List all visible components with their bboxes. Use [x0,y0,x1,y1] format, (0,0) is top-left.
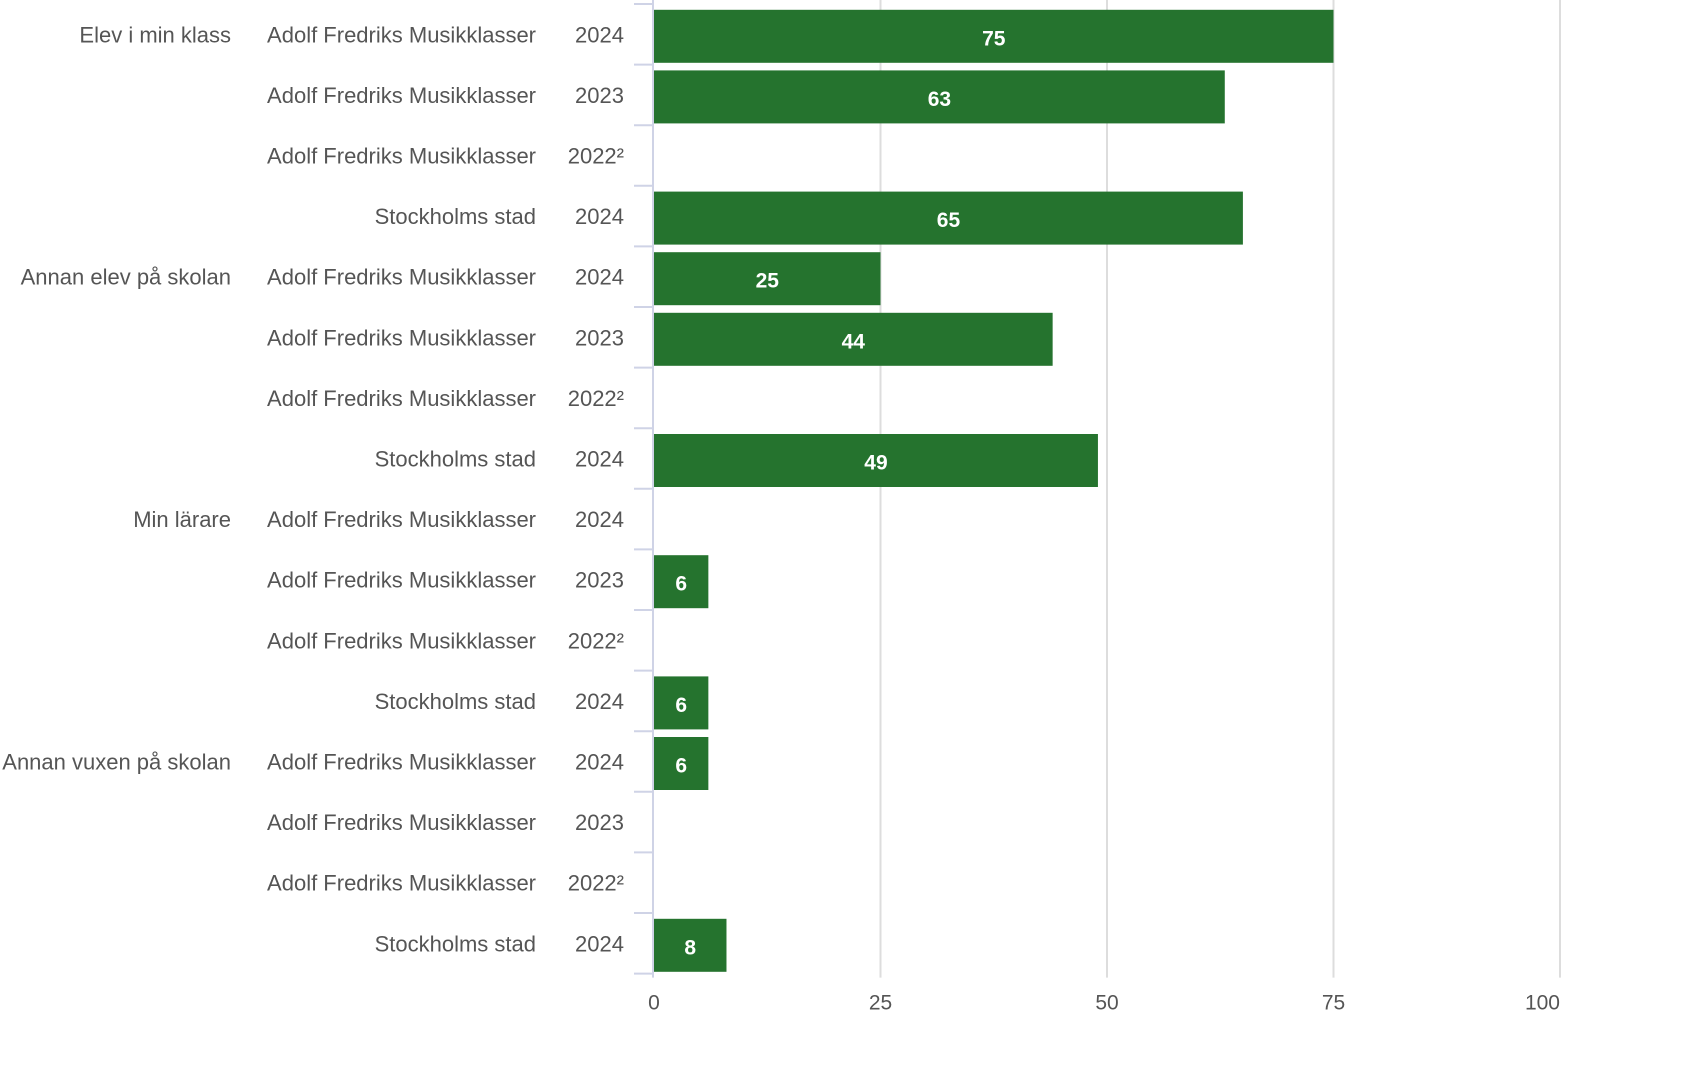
x-tick-label: 25 [869,992,892,1015]
bar-value-label: 65 [937,209,961,232]
entity-label: Adolf Fredriks Musikklasser [267,568,536,593]
grid-lines [634,0,1561,978]
bar-value-label: 6 [675,755,687,778]
bar-value-label: 49 [864,452,887,475]
bar-value-label: 8 [684,936,696,959]
entity-label: Stockholms stad [375,931,536,956]
bar [654,312,1053,366]
entity-label: Stockholms stad [375,204,536,229]
year-label: 2022² [568,144,624,169]
year-label: 2023 [575,810,624,835]
bar-value-label: 44 [842,330,866,353]
year-label: 2023 [575,568,624,593]
bar [654,70,1225,124]
group-label: Elev i min klass [79,22,231,47]
entity-label: Stockholms stad [375,447,536,472]
year-label: 2024 [575,689,624,714]
bar-value-label: 25 [756,270,780,293]
bars: 75 63 65 25 44 49 6 6 6 8 [654,9,1334,972]
year-label: 2024 [575,507,624,532]
year-label: 2024 [575,750,624,775]
bar [654,676,709,730]
year-label: 2023 [575,325,624,350]
year-label: 2024 [575,447,624,472]
entity-label: Adolf Fredriks Musikklasser [267,871,536,896]
entity-label: Stockholms stad [375,689,536,714]
year-label: 2023 [575,83,624,108]
bar [654,737,709,790]
year-label: 2022² [568,628,624,653]
entity-label: Adolf Fredriks Musikklasser [267,22,536,47]
bar-value-label: 63 [928,88,951,111]
bar [654,252,881,306]
entity-label: Adolf Fredriks Musikklasser [267,507,536,532]
group-label: Annan vuxen på skolan [2,750,231,775]
entity-label: Adolf Fredriks Musikklasser [267,144,536,169]
bar-value-label: 6 [675,573,687,596]
year-label: 2024 [575,931,624,956]
entity-label: Adolf Fredriks Musikklasser [267,810,536,835]
group-label: Annan elev på skolan [21,265,231,290]
x-tick-label: 100 [1525,992,1560,1015]
bar [654,918,727,972]
entity-label: Adolf Fredriks Musikklasser [267,386,536,411]
entity-label: Adolf Fredriks Musikklasser [267,83,536,108]
entity-label: Adolf Fredriks Musikklasser [267,628,536,653]
entity-label: Adolf Fredriks Musikklasser [267,325,536,350]
x-tick-label: 50 [1095,992,1118,1015]
bar [654,9,1334,63]
bar-value-label: 6 [675,694,687,717]
year-label: 2022² [568,386,624,411]
entity-label: Adolf Fredriks Musikklasser [267,750,536,775]
bar [654,434,1098,487]
year-label: 2024 [575,265,624,290]
x-tick-label: 0 [648,992,660,1015]
entity-label: Adolf Fredriks Musikklasser [267,265,536,290]
x-axis-ticks: 0 25 50 75 100 [648,992,1560,1015]
x-tick-label: 75 [1322,992,1345,1015]
year-label: 2024 [575,204,624,229]
year-label: 2022² [568,871,624,896]
bar-value-label: 75 [982,27,1006,50]
y-axis-labels: Elev i min klass Adolf Fredriks Musikklas… [2,22,624,956]
group-label: Min lärare [133,507,231,532]
year-label: 2024 [575,22,624,47]
bar [654,191,1243,245]
bar [654,555,709,609]
